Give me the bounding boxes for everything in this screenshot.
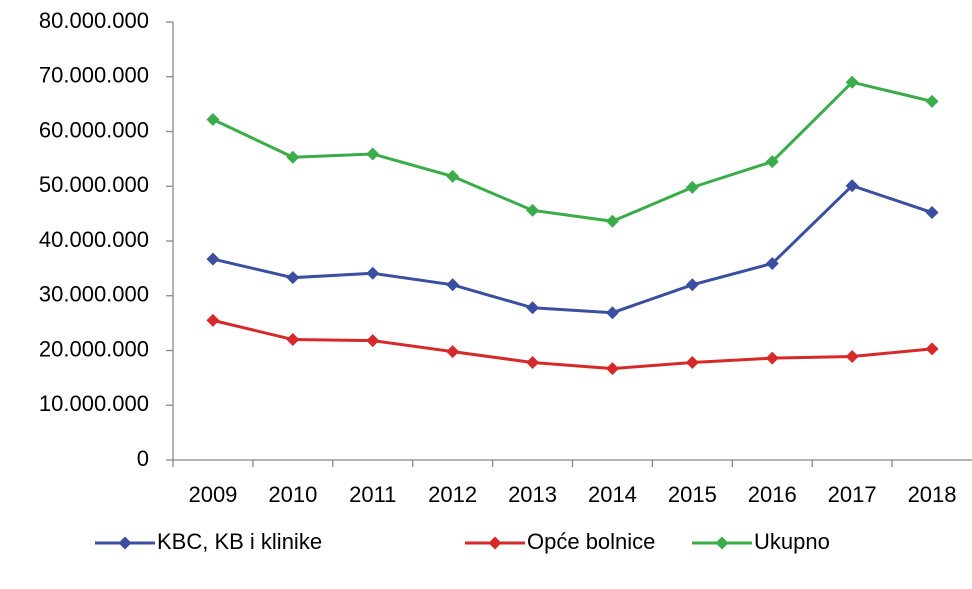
data-point — [366, 266, 380, 280]
data-point — [286, 150, 300, 164]
legend-label: Ukupno — [754, 529, 830, 554]
x-tick-label: 2015 — [668, 482, 717, 507]
data-point — [605, 306, 619, 320]
data-point — [845, 75, 859, 89]
y-tick-label: 10.000.000 — [39, 391, 149, 416]
x-tick-label: 2016 — [748, 482, 797, 507]
data-point — [685, 180, 699, 194]
data-point — [605, 214, 619, 228]
data-point — [845, 350, 859, 364]
data-point — [765, 351, 779, 365]
data-point — [446, 169, 460, 183]
data-point — [206, 112, 220, 126]
legend-label: KBC, KB i klinike — [157, 529, 322, 554]
y-tick-label: 40.000.000 — [39, 227, 149, 252]
x-tick-label: 2010 — [268, 482, 317, 507]
data-point — [286, 271, 300, 285]
x-tick-label: 2014 — [588, 482, 637, 507]
series-line — [212, 80, 933, 223]
legend-marker — [715, 536, 729, 550]
x-tick-label: 2013 — [508, 482, 557, 507]
data-point — [206, 313, 220, 327]
data-point — [526, 301, 540, 315]
y-tick-label: 70.000.000 — [39, 63, 149, 88]
x-tick-label: 2011 — [349, 482, 396, 507]
data-point — [845, 179, 859, 193]
series-line — [212, 318, 933, 371]
x-tick-label: 2017 — [828, 482, 877, 507]
x-tick-label: 2009 — [188, 482, 237, 507]
data-point — [925, 206, 939, 220]
data-point — [526, 356, 540, 370]
legend-marker — [118, 536, 132, 550]
data-point — [526, 203, 540, 217]
data-point — [206, 252, 220, 266]
data-point — [446, 345, 460, 359]
legend-marker — [488, 536, 502, 550]
data-point — [366, 334, 380, 348]
y-tick-label: 80.000.000 — [39, 8, 149, 33]
y-tick-label: 0 — [137, 446, 149, 471]
x-tick-label: 2012 — [428, 482, 477, 507]
data-point — [925, 94, 939, 108]
data-point — [446, 278, 460, 292]
data-point — [925, 342, 939, 356]
data-point — [685, 278, 699, 292]
data-point — [685, 356, 699, 370]
data-point — [765, 155, 779, 169]
data-point — [605, 362, 619, 376]
y-tick-label: 60.000.000 — [39, 117, 149, 142]
data-point — [366, 147, 380, 161]
series-line — [212, 183, 933, 315]
y-tick-label: 30.000.000 — [39, 282, 149, 307]
x-tick-label: 2018 — [908, 482, 957, 507]
data-point — [286, 333, 300, 347]
y-tick-label: 20.000.000 — [39, 336, 149, 361]
legend-label: Opće bolnice — [527, 529, 655, 554]
data-point — [765, 256, 779, 270]
y-tick-label: 50.000.000 — [39, 172, 149, 197]
